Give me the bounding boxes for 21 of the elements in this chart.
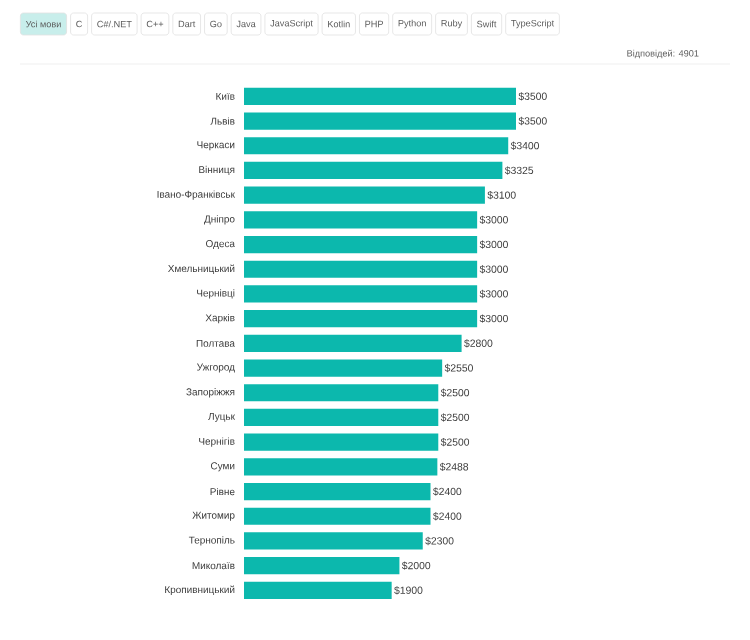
bar — [244, 161, 503, 180]
bar — [244, 557, 400, 575]
bar — [244, 87, 516, 105]
bar — [244, 186, 485, 204]
bar — [244, 458, 438, 476]
bar — [244, 112, 516, 130]
bar — [244, 482, 431, 501]
bar — [244, 235, 478, 254]
bar — [244, 507, 431, 525]
bar — [244, 310, 478, 328]
bar — [244, 334, 462, 352]
bar — [244, 581, 392, 599]
bar — [244, 260, 478, 278]
bar — [244, 433, 439, 451]
bar — [244, 408, 439, 427]
bar — [244, 384, 439, 402]
bar — [244, 285, 478, 303]
bar — [244, 359, 443, 377]
bar — [244, 137, 509, 155]
bar — [244, 532, 423, 550]
bar — [244, 211, 478, 229]
